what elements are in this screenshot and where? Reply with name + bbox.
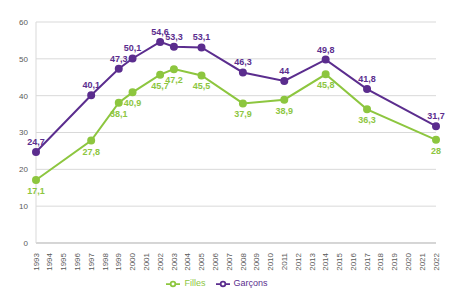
svg-text:41,8: 41,8 — [358, 74, 376, 84]
svg-text:28: 28 — [431, 146, 441, 156]
svg-text:60: 60 — [19, 18, 28, 27]
svg-text:40: 40 — [19, 92, 28, 101]
svg-text:2020: 2020 — [404, 252, 413, 270]
svg-text:1999: 1999 — [114, 252, 123, 270]
svg-text:2016: 2016 — [349, 252, 358, 270]
svg-text:2003: 2003 — [170, 252, 179, 270]
svg-text:50: 50 — [19, 55, 28, 64]
svg-text:1996: 1996 — [73, 252, 82, 270]
svg-text:24,7: 24,7 — [27, 137, 45, 147]
svg-text:1998: 1998 — [101, 252, 110, 270]
svg-text:1995: 1995 — [59, 252, 68, 270]
svg-text:2017: 2017 — [363, 252, 372, 270]
html-text:Filles: Filles — [184, 278, 206, 289]
svg-text:2018: 2018 — [377, 252, 386, 270]
svg-text:2008: 2008 — [239, 252, 248, 270]
svg-text:0: 0 — [24, 239, 29, 248]
html-text:Garçons: Garçons — [233, 278, 268, 289]
svg-text:2013: 2013 — [308, 252, 317, 270]
svg-text:38,9: 38,9 — [276, 106, 294, 116]
svg-text:38,1: 38,1 — [110, 109, 128, 119]
svg-text:47,2: 47,2 — [165, 75, 183, 85]
svg-text:44: 44 — [279, 66, 289, 76]
svg-text:45,7: 45,7 — [151, 80, 169, 91]
svg-text:46,3: 46,3 — [234, 57, 252, 67]
svg-text:2015: 2015 — [335, 252, 344, 270]
svg-text:45,5: 45,5 — [193, 81, 211, 91]
svg-text:2011: 2011 — [280, 252, 289, 270]
svg-text:17,1: 17,1 — [27, 186, 45, 196]
svg-text:53,3: 53,3 — [165, 32, 183, 42]
svg-text:2002: 2002 — [156, 252, 165, 270]
svg-text:2001: 2001 — [142, 252, 151, 270]
svg-text:36,3: 36,3 — [358, 115, 376, 125]
svg-text:2009: 2009 — [252, 252, 261, 270]
svg-text:54,6: 54,6 — [151, 26, 169, 37]
svg-text:2021: 2021 — [418, 252, 427, 270]
svg-text:40,9: 40,9 — [124, 98, 142, 108]
svg-text:2007: 2007 — [225, 252, 234, 270]
svg-text:49,8: 49,8 — [317, 45, 335, 55]
svg-text:2004: 2004 — [183, 252, 192, 270]
svg-text:2012: 2012 — [294, 252, 303, 270]
svg-text:37,9: 37,9 — [234, 109, 252, 119]
svg-text:2022: 2022 — [432, 252, 441, 270]
svg-text:1993: 1993 — [32, 252, 41, 270]
svg-text:2000: 2000 — [128, 252, 137, 270]
svg-text:27,8: 27,8 — [82, 147, 100, 157]
svg-text:20: 20 — [19, 165, 28, 174]
svg-text:2006: 2006 — [211, 252, 220, 270]
svg-text:53,1: 53,1 — [193, 32, 211, 42]
svg-text:2005: 2005 — [197, 252, 206, 270]
svg-text:47,3: 47,3 — [110, 54, 128, 64]
svg-text:45,8: 45,8 — [317, 80, 335, 90]
svg-text:2014: 2014 — [321, 252, 330, 270]
svg-text:1994: 1994 — [45, 252, 54, 270]
svg-text:50,1: 50,1 — [124, 43, 142, 53]
svg-text:1997: 1997 — [87, 252, 96, 270]
svg-text:40,1: 40,1 — [82, 80, 100, 90]
svg-text:2019: 2019 — [390, 252, 399, 270]
svg-text:30: 30 — [19, 128, 28, 137]
svg-text:31,7: 31,7 — [427, 111, 445, 121]
svg-text:2010: 2010 — [266, 252, 275, 270]
svg-text:10: 10 — [19, 202, 28, 211]
